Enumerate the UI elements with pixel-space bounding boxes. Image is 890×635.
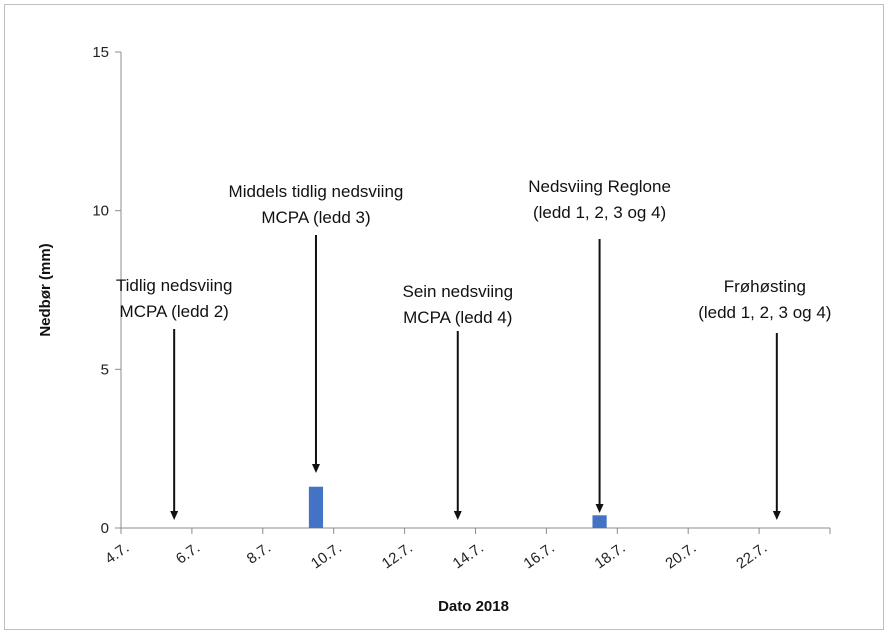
x-tick-label: 4.7.: [102, 539, 132, 567]
annotation-label: MCPA (ledd 3): [261, 208, 370, 227]
x-axis-title: Dato 2018: [438, 598, 509, 615]
annotation: Sein nedsviing MCPA (ledd 4): [402, 282, 513, 520]
arrow-head: [311, 464, 320, 473]
annotation-label: MCPA (ledd 2): [120, 302, 229, 321]
annotation-label: Nedsviing Reglone: [528, 177, 671, 196]
bars: [308, 486, 607, 528]
y-tick-label: 15: [92, 44, 109, 61]
annotation: Middels tidlig nedsviing MCPA (ledd 3): [229, 182, 404, 473]
arrow-head: [772, 511, 781, 520]
x-tick-label: 8.7.: [244, 539, 274, 567]
annotation: Tidlig nedsviing MCPA (ledd 2): [116, 276, 233, 520]
annotation-label: Middels tidlig nedsviing: [229, 182, 404, 201]
x-tick-label: 6.7.: [173, 539, 203, 567]
y-tick-label: 5: [101, 361, 109, 378]
y-tick-label: 10: [92, 203, 109, 220]
arrow-head: [453, 511, 462, 520]
x-tick-label: 14.7.: [450, 539, 487, 572]
x-tick-label: 10.7.: [308, 539, 345, 572]
bar: [592, 515, 607, 528]
x-tick-label: 18.7.: [592, 539, 629, 572]
arrow-head: [170, 511, 179, 520]
x-tick-label: 20.7.: [662, 539, 699, 572]
chart-frame: [4, 4, 884, 630]
x-tick-label: 22.7.: [733, 539, 770, 572]
annotation: Nedsviing Reglone (ledd 1, 2, 3 og 4): [528, 177, 671, 513]
y-axis-title: Nedbør (mm): [37, 243, 54, 336]
arrow-head: [595, 504, 604, 513]
x-tick-label: 16.7.: [521, 539, 558, 572]
annotation-label: Sein nedsviing: [402, 282, 513, 301]
bar: [308, 486, 324, 528]
annotation-label: Tidlig nedsviing: [116, 276, 233, 295]
y-tick-label: 0: [101, 520, 109, 537]
annotation-label: MCPA (ledd 4): [403, 308, 512, 327]
annotation-label: (ledd 1, 2, 3 og 4): [698, 303, 831, 322]
annotation: Frøhøsting (ledd 1, 2, 3 og 4): [698, 277, 831, 520]
x-tick-label: 12.7.: [379, 539, 416, 572]
annotation-label: Frøhøsting: [724, 277, 806, 296]
annotation-label: (ledd 1, 2, 3 og 4): [533, 203, 666, 222]
